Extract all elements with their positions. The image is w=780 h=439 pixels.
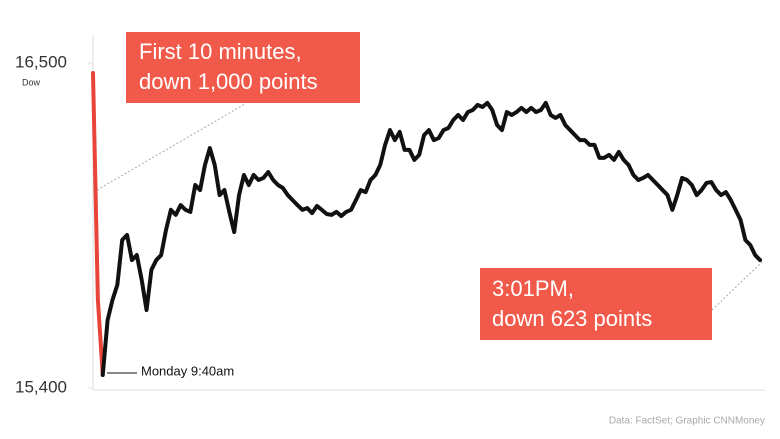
connector [711,261,763,311]
annotation-box [480,268,712,340]
connector [96,103,246,191]
series-line [91,71,105,377]
axis-label: Dow [22,77,41,87]
annotation: 3:01PM, [492,276,574,301]
annotation: down 623 points [492,306,652,331]
y-tick-label: 15,400 [15,377,67,396]
y-tick-label: 16,500 [15,52,67,71]
annotation: Monday 9:40am [141,363,234,378]
source: Data: FactSet; Graphic CNNMoney [609,416,765,427]
lines [91,71,762,377]
annotation-box [126,32,360,103]
annotation: down 1,000 points [139,69,318,94]
annotation: First 10 minutes, [139,39,302,64]
series-line [100,100,762,377]
